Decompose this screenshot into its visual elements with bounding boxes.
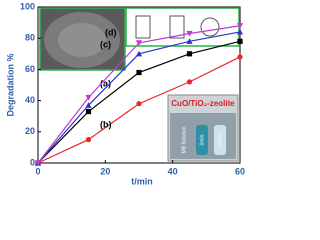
marker [236,23,244,29]
inset-title: CuO/TiO₂-zeolite [171,99,235,108]
series-label: (d) [105,27,117,37]
marker [85,102,92,108]
marker [135,40,143,46]
x-tick-label: 60 [235,166,245,176]
marker [236,28,244,35]
y-tick-label: 60 [25,64,35,74]
inset-label: MB Solution [181,126,187,153]
schematic-inset [125,7,240,47]
marker [85,137,92,143]
y-axis-label: Degradation % [5,53,15,116]
y-tick-label: 0 [30,157,35,167]
marker [136,69,142,76]
y-tick-label: 100 [20,1,35,11]
marker [85,94,92,101]
marker [85,108,92,115]
series-label: (a) [100,78,111,88]
marker [186,79,193,85]
chart: t/min Degradation % CuO/TiO₂-zeolite MB … [5,1,245,186]
marker [186,38,193,44]
x-tick-label: 40 [168,166,178,176]
series-label: (b) [100,119,112,129]
marker [237,38,243,44]
photo-inset [167,94,239,162]
y-tick-label: 20 [25,126,35,136]
inset-label: 60min [217,133,223,147]
plot-frame [37,6,241,164]
y-tick-label: 80 [25,33,35,43]
inset-label: 0min [199,134,205,145]
marker [135,50,143,57]
tem-inset [39,7,126,71]
marker [34,160,42,167]
y-tick-label: 40 [25,95,35,105]
x-axis-label: t/min [131,176,153,186]
marker [186,30,193,37]
marker [237,54,243,60]
marker [136,101,142,107]
series-label: (c) [100,39,111,49]
x-tick-label: 0 [35,166,40,176]
marker [186,51,193,57]
x-tick-label: 20 [100,166,110,176]
